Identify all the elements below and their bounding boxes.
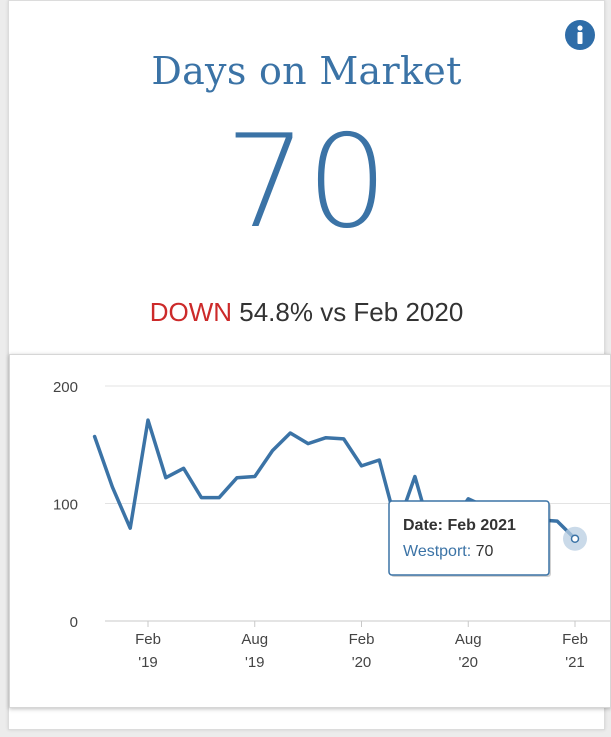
- x-tick-label: Feb: [135, 631, 161, 648]
- metric-value: 70: [225, 108, 388, 257]
- x-tick-label: Feb: [349, 631, 375, 648]
- tooltip-series-value: 70: [476, 543, 494, 560]
- change-direction: DOWN: [149, 297, 233, 327]
- x-tick-label: Aug: [241, 631, 268, 648]
- info-icon[interactable]: [564, 19, 596, 51]
- x-tick-label: '21: [565, 654, 585, 671]
- days-on-market-card: Days on Market 70 DOWN 54.8% vs Feb 2020…: [8, 0, 611, 730]
- x-tick-label: Aug: [455, 631, 482, 648]
- tooltip-value: Westport: 70: [403, 543, 494, 560]
- chart-container: 0 100 200 Feb '19 Aug '19 Feb '20 Aug '20 Feb '21 Dat…: [9, 354, 611, 708]
- tooltip-box: [388, 500, 550, 576]
- days-on-market-chart[interactable]: 0 100 200 Feb '19 Aug '19 Feb '20 Aug '20 Feb '21 Dat…: [10, 355, 610, 707]
- x-tick-label: Feb: [562, 631, 588, 648]
- x-tick-label: '19: [245, 654, 265, 671]
- data-point-westport: [570, 534, 580, 543]
- x-tick-label: '19: [138, 654, 158, 671]
- y-tick-label: 0: [70, 614, 78, 631]
- x-tick-label: '20: [352, 654, 372, 671]
- page-title: Days on Market: [151, 49, 462, 93]
- change-text: 54.8% vs Feb 2020: [239, 297, 464, 327]
- y-tick-label: 100: [53, 497, 78, 514]
- tooltip-date: Date: Feb 2021: [403, 517, 516, 534]
- x-tick-label: '20: [458, 654, 478, 671]
- tooltip-series-name: Westport:: [403, 543, 476, 560]
- change-summary: DOWN 54.8% vs Feb 2020: [9, 297, 604, 328]
- y-tick-label: 200: [53, 379, 78, 396]
